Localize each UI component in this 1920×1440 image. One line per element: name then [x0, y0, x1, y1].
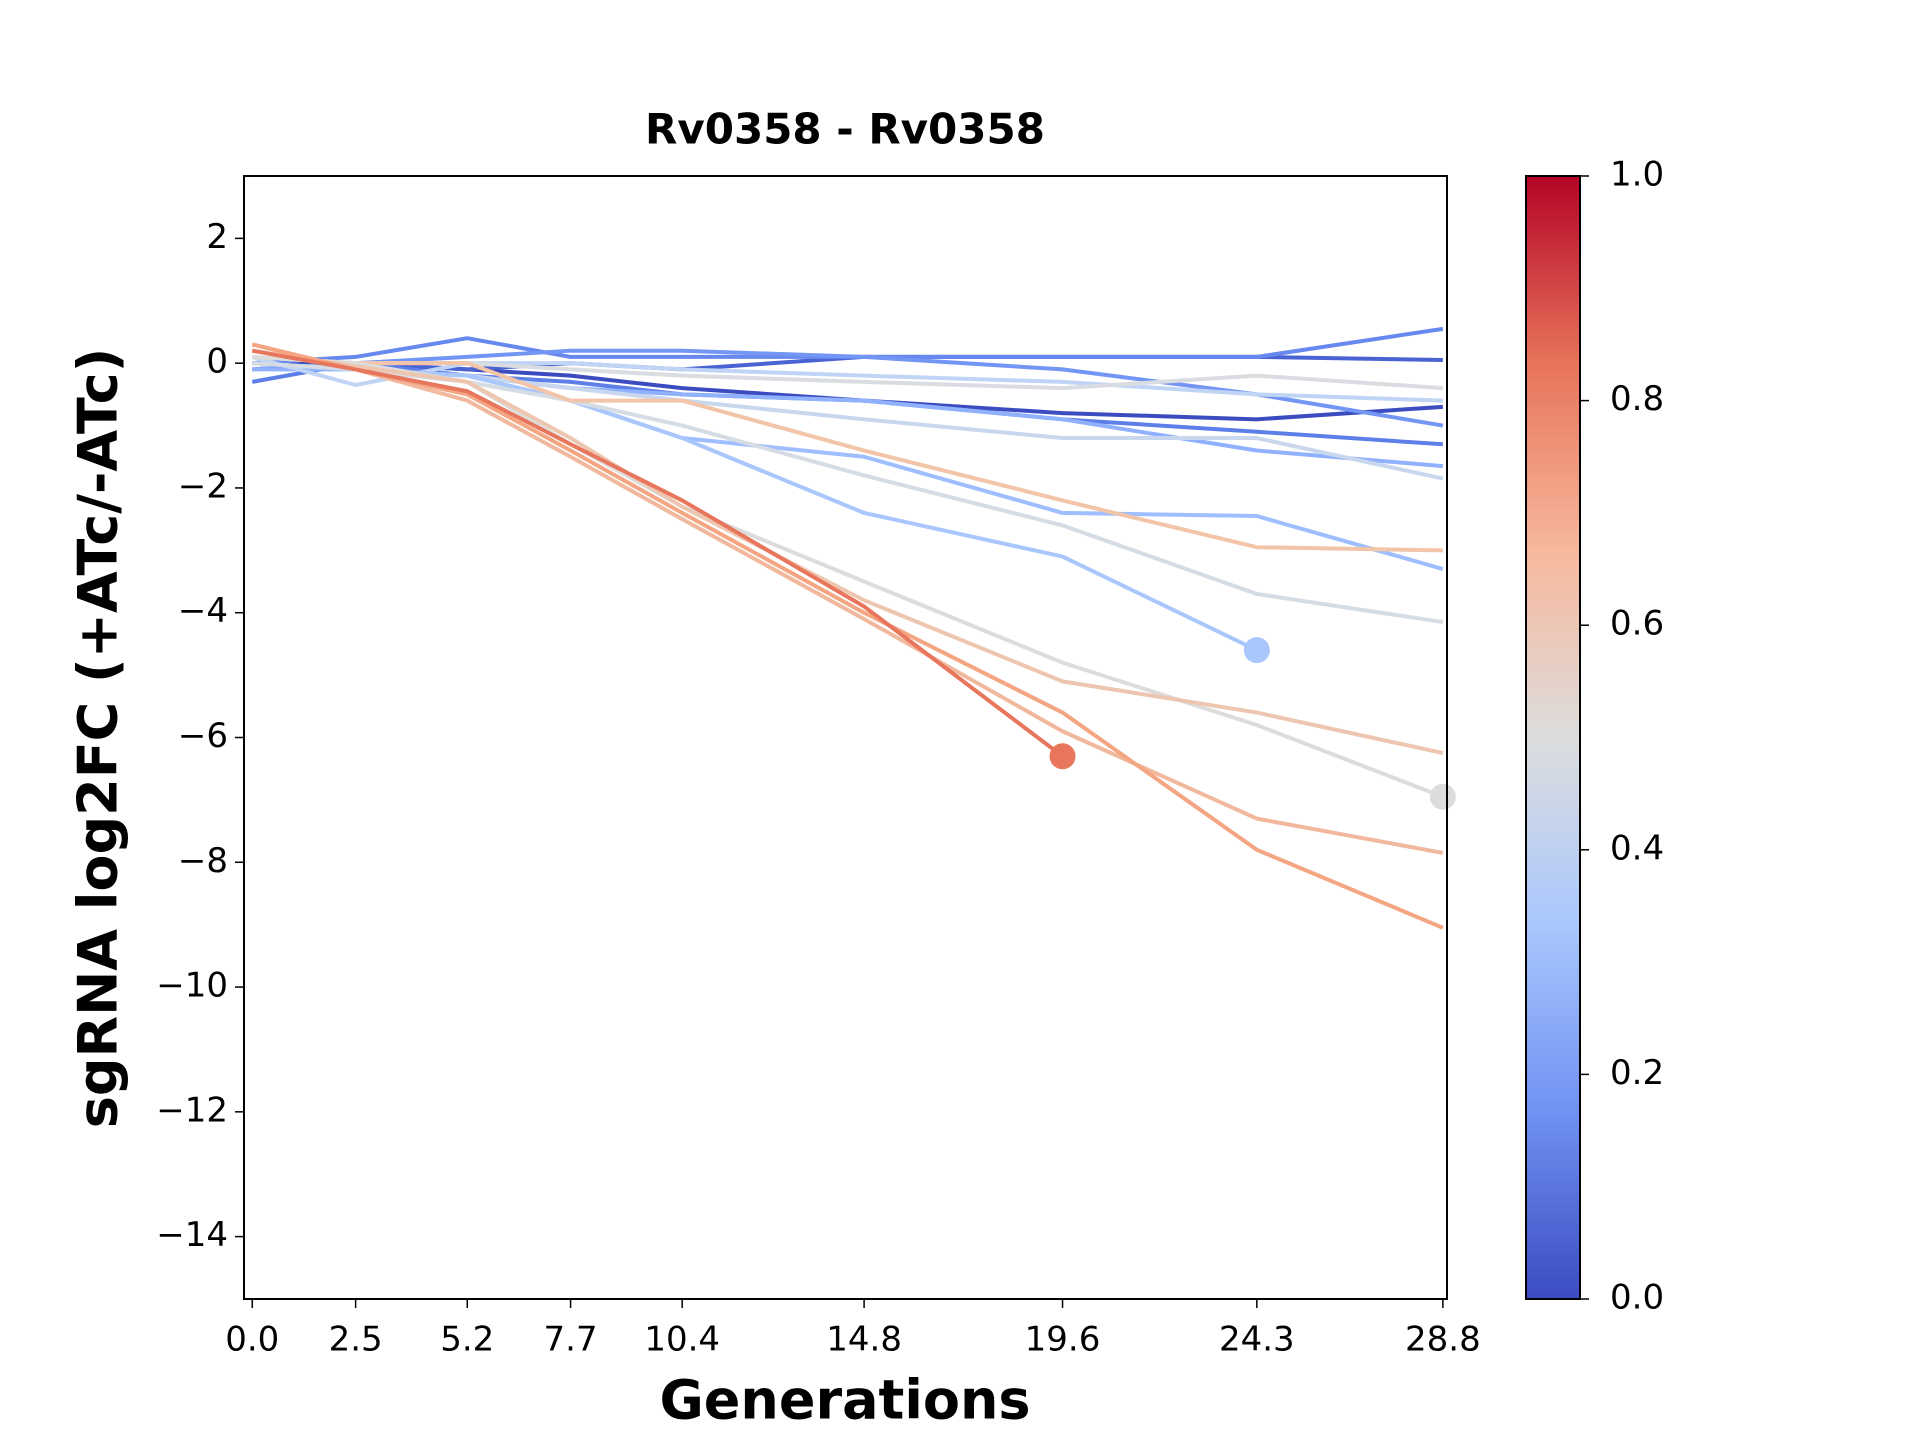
colorbar-tick-label: 0.2 — [1610, 1053, 1664, 1093]
plot-frame — [243, 175, 1448, 1300]
x-tick-label: 2.5 — [329, 1320, 383, 1360]
y-tick-label: −10 — [156, 966, 228, 1006]
series-line — [251, 348, 1064, 758]
end-marker — [1243, 637, 1270, 664]
series-line — [252, 354, 1444, 799]
series-line — [252, 326, 1444, 366]
y-tick-label: 2 — [206, 217, 228, 257]
y-tick-label: −8 — [178, 841, 228, 881]
end-marker — [1429, 783, 1456, 810]
x-tick-label: 7.7 — [544, 1320, 598, 1360]
x-tick-label: 5.2 — [440, 1320, 494, 1360]
x-tick-label: 14.8 — [826, 1320, 902, 1360]
y-tick-label: −2 — [178, 466, 228, 506]
x-tick-label: 10.4 — [644, 1320, 720, 1360]
x-tick-label: 24.3 — [1219, 1320, 1295, 1360]
colorbar-tick-label: 0.8 — [1610, 379, 1664, 419]
colorbar-tick-label: 1.0 — [1610, 155, 1664, 195]
x-tick-label: 19.6 — [1025, 1320, 1101, 1360]
colorbar-tick-label: 0.4 — [1610, 828, 1664, 868]
series-line — [252, 348, 1444, 428]
x-axis-label: Generations — [659, 1369, 1030, 1432]
colorbar — [1525, 175, 1581, 1300]
x-tick-label: 28.8 — [1405, 1320, 1481, 1360]
y-tick-label: −12 — [156, 1090, 228, 1130]
series-line — [252, 354, 1443, 553]
colorbar-tick-label: 0.6 — [1610, 604, 1664, 644]
y-tick-label: −6 — [178, 716, 228, 756]
y-tick-label: −14 — [156, 1215, 228, 1255]
series-line — [252, 361, 1444, 625]
y-tick-label: −4 — [178, 591, 228, 631]
end-marker — [1049, 743, 1076, 770]
series-line — [251, 348, 1444, 756]
chart-title: Rv0358 - Rv0358 — [645, 105, 1045, 154]
colorbar-tick-label: 0.0 — [1610, 1278, 1664, 1318]
x-tick-label: 0.0 — [225, 1320, 279, 1360]
y-tick-label: 0 — [206, 342, 228, 382]
series-line — [251, 342, 1444, 855]
y-axis-label: sgRNA log2FC (+ATc/-ATc) — [67, 348, 130, 1129]
